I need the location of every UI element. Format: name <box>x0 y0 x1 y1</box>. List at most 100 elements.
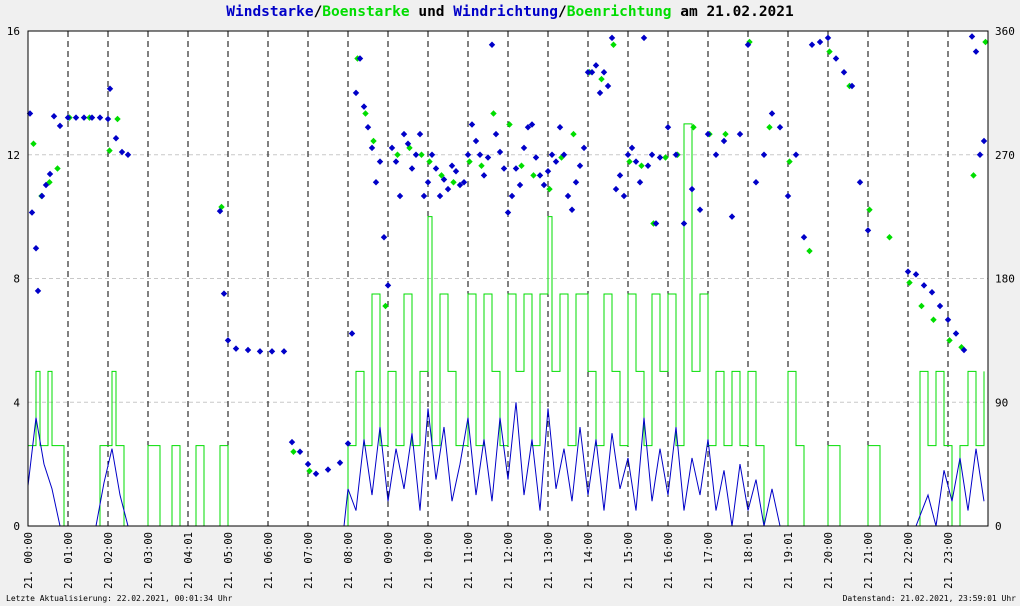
windrichtung-point <box>680 220 688 227</box>
plot-border <box>27 30 989 527</box>
x-tick-label: 21. 14:00 <box>583 532 595 589</box>
windrichtung-point <box>840 69 848 76</box>
windrichtung-point <box>392 158 400 165</box>
windrichtung-point <box>296 448 304 455</box>
windrichtung-point <box>360 103 368 110</box>
windrichtung-point <box>512 165 520 172</box>
boenrichtung-point <box>610 41 617 48</box>
windrichtung-point <box>976 151 984 158</box>
boenrichtung-point <box>886 234 893 241</box>
windrichtung-point <box>524 124 532 131</box>
windrichtung-point <box>404 140 412 147</box>
windrichtung-point <box>96 114 104 121</box>
x-tick-label: 21. 15:00 <box>623 532 635 589</box>
windrichtung-point <box>808 41 816 48</box>
windrichtung-point <box>596 89 604 97</box>
windrichtung-point <box>776 124 784 131</box>
y-left-tick-label: 4 <box>13 396 20 409</box>
windrichtung-point <box>424 179 432 186</box>
windrichtung-point <box>420 192 428 200</box>
windrichtung-point <box>408 165 416 172</box>
y-right-tick-label: 0 <box>995 520 1002 533</box>
x-tick-label: 21. 18:01 <box>743 532 755 589</box>
windrichtung-point <box>288 438 296 446</box>
windrichtung-point <box>388 144 396 152</box>
x-tick-label: 21. 12:00 <box>503 532 515 589</box>
windrichtung-point <box>672 151 680 158</box>
windrichtung-point <box>64 114 72 121</box>
windrichtung-point <box>564 192 572 200</box>
windrichtung-point <box>800 234 808 241</box>
windrichtung-point <box>944 316 952 323</box>
windrichtung-point <box>124 151 132 158</box>
windrichtung-point <box>936 302 944 310</box>
windrichtung-point <box>46 170 54 178</box>
windrichtung-point <box>920 282 928 289</box>
windrichtung-point <box>588 69 596 76</box>
windrichtung-point <box>848 82 856 90</box>
windrichtung-point <box>816 38 824 46</box>
x-tick-label: 21. 22:00 <box>903 532 915 589</box>
windrichtung-point <box>220 290 228 297</box>
windrichtung-point <box>864 227 872 234</box>
boenrichtung-point <box>722 130 729 138</box>
windrichtung-point <box>696 206 704 213</box>
windrichtung-point <box>400 130 408 138</box>
boenrichtung-point <box>218 203 225 211</box>
boenrichtung-point <box>306 467 313 475</box>
windrichtung-point <box>444 185 452 193</box>
x-tick-label: 21. 07:00 <box>303 532 315 589</box>
windrichtung-point <box>604 82 612 90</box>
windrichtung-point <box>436 192 444 200</box>
x-tick-label: 21. 11:00 <box>463 532 475 589</box>
windrichtung-point <box>528 121 536 128</box>
windrichtung-point <box>472 137 480 145</box>
windrichtung-point <box>28 209 36 216</box>
x-tick-label: 21. 08:00 <box>343 532 355 589</box>
windrichtung-point <box>280 348 288 355</box>
boenrichtung-point <box>450 179 457 186</box>
windrichtung-point <box>452 168 460 175</box>
boenrichtung-point <box>598 75 605 83</box>
x-tick-label: 21. 04:01 <box>183 532 195 589</box>
boenrichtung-point <box>418 151 425 158</box>
title-separator-2: / <box>558 4 567 20</box>
x-tick-label: 21. 01:00 <box>63 532 75 589</box>
windrichtung-point <box>460 179 468 186</box>
windrichtung-point <box>768 110 776 117</box>
windrichtung-point <box>520 144 528 152</box>
windrichtung-point <box>744 41 752 48</box>
windrichtung-point <box>468 121 476 128</box>
boenrichtung-point <box>946 337 953 344</box>
x-tick-label: 21. 16:00 <box>663 532 675 589</box>
windrichtung-point <box>372 179 380 186</box>
windrichtung-point <box>928 289 936 296</box>
windrichtung-point <box>368 144 376 152</box>
title-gust-strength: Boenstarke <box>322 4 410 20</box>
boenrichtung-point <box>906 279 913 286</box>
footer-data-timestamp: Datenstand: 21.02.2021, 23:59:01 Uhr <box>842 594 1016 603</box>
boenrichtung-point <box>826 48 833 55</box>
windrichtung-point <box>42 181 50 189</box>
windrichtung-point <box>580 144 588 152</box>
boenrichtung-point <box>970 172 977 179</box>
windrichtung-point <box>612 185 620 193</box>
windrichtung-point <box>376 158 384 165</box>
windrichtung-point <box>536 172 544 179</box>
boenrichtung-point <box>426 158 433 165</box>
boenrichtung-point <box>866 206 873 213</box>
windrichtung-point <box>544 168 552 175</box>
boenrichtung-point <box>114 115 121 123</box>
windrichtung-point <box>488 41 496 48</box>
windrichtung-point <box>416 130 424 138</box>
windrichtung-point <box>106 85 114 92</box>
x-tick-label: 21. 23:00 <box>943 532 955 589</box>
y-right-tick-label: 270 <box>995 149 1015 162</box>
boenrichtung-point <box>290 448 297 455</box>
windrichtung-point <box>38 192 46 200</box>
windrichtung-point <box>912 271 920 278</box>
title-date: am 21.02.2021 <box>671 4 794 20</box>
y-right-tick-label: 180 <box>995 273 1015 286</box>
y-left-tick-label: 16 <box>7 25 20 38</box>
